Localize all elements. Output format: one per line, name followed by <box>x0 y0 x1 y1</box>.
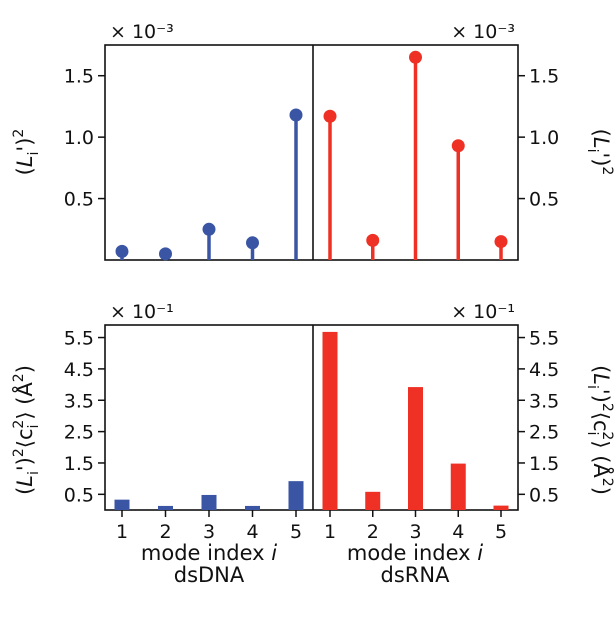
bottom-right-ytick-label-2: 2.5 <box>529 422 559 444</box>
chart-marks: 0.5 1.0 1.5 0.5 1.0 1.5 0.5 1.5 2.5 3.5 4.5 5.5 1 2 3 4… <box>64 50 559 543</box>
bottom-right-ytick-label-0: 0.5 <box>529 484 559 506</box>
top-left-ytick-label-2: 1.5 <box>64 66 94 88</box>
top-right-marker-5 <box>494 235 508 249</box>
bottom-right-bar-3 <box>408 387 423 510</box>
top-left-marker-4 <box>246 236 259 250</box>
bottom-left-bar-5 <box>288 481 304 510</box>
top-right-ytick-label-2: 1.5 <box>529 66 559 88</box>
bottom-left-bar-4 <box>245 505 260 510</box>
top-right-ylabel: (Li')2 <box>584 129 615 176</box>
bottom-left-ylabel: (Li')2⟨ci2⟩ (Å2) <box>11 365 42 495</box>
bottom-left-ytick-label-4: 4.5 <box>64 359 94 381</box>
svg-text:(Li')2⟨ci2⟩ (Å2): (Li')2⟨ci2⟩ (Å2) <box>11 365 42 495</box>
bottom-left-ytick-label-2: 2.5 <box>64 422 94 444</box>
bottom-frame <box>104 324 519 511</box>
bottom-left-ytick-label-1: 1.5 <box>64 453 94 475</box>
bottom-left-xtick-label-3: 3 <box>203 521 215 543</box>
right-group-label: dsRNA <box>381 563 451 587</box>
bottom-right-multiplier: × 10⁻¹ <box>451 301 515 323</box>
left-xlabel: mode index i <box>141 541 277 565</box>
left-group-label: dsDNA <box>174 563 245 587</box>
top-left-ytick-label-0: 0.5 <box>64 189 94 211</box>
bottom-right-ytick-label-5: 5.5 <box>529 328 559 350</box>
top-right-marker-1 <box>323 109 337 123</box>
bottom-left-xtick-label-2: 2 <box>159 521 171 543</box>
bottom-left-xtick-label-5: 5 <box>290 521 302 543</box>
bottom-left-xtick-label-4: 4 <box>246 521 258 543</box>
top-frame <box>104 44 519 261</box>
top-left-marker-3 <box>202 222 216 236</box>
bottom-right-xtick-label-5: 5 <box>495 521 507 543</box>
bottom-right-ylabel: (Li')2⟨ci2⟩ (Å2) <box>584 365 615 495</box>
top-left-marker-5 <box>289 108 303 122</box>
top-right-ytick-label-0: 0.5 <box>529 189 559 211</box>
bottom-left-multiplier: × 10⁻¹ <box>110 301 174 323</box>
bottom-left-bar-1 <box>114 499 130 510</box>
bottom-right-ytick-label-3: 3.5 <box>529 390 559 412</box>
svg-text:(Li')2: (Li')2 <box>11 129 42 176</box>
bottom-left-bar-2 <box>158 505 173 510</box>
bottom-right-ytick-label-4: 4.5 <box>529 359 559 381</box>
top-left-ylabel: (Li')2 <box>11 129 42 176</box>
right-xlabel: mode index i <box>347 541 483 565</box>
svg-text:(Li')2: (Li')2 <box>584 129 615 176</box>
bottom-right-xtick-label-3: 3 <box>409 521 421 543</box>
top-left-multiplier: × 10⁻³ <box>110 21 174 43</box>
bottom-right-ytick-label-1: 1.5 <box>529 453 559 475</box>
bottom-right-bar-1 <box>322 331 338 510</box>
bottom-right-bar-5 <box>493 505 509 510</box>
bottom-left-bar-3 <box>201 494 217 510</box>
bottom-left-xtick-label-1: 1 <box>116 521 128 543</box>
svg-text:(Li')2⟨ci2⟩ (Å2): (Li')2⟨ci2⟩ (Å2) <box>584 365 615 495</box>
bottom-right-xtick-label-4: 4 <box>452 521 464 543</box>
bottom-left-ytick-label-3: 3.5 <box>64 390 94 412</box>
bottom-right-xtick-label-1: 1 <box>324 521 336 543</box>
top-left-ytick-label-1: 1.0 <box>64 127 94 149</box>
top-left-marker-2 <box>159 247 172 261</box>
top-right-multiplier: × 10⁻³ <box>451 21 515 43</box>
bottom-left-ytick-label-5: 5.5 <box>64 328 94 350</box>
bottom-right-bar-2 <box>365 491 381 510</box>
top-right-marker-2 <box>366 233 380 247</box>
bottom-right-bar-4 <box>450 463 466 510</box>
top-right-marker-3 <box>409 50 422 64</box>
bottom-left-ytick-label-0: 0.5 <box>64 484 94 506</box>
top-right-marker-4 <box>451 139 465 153</box>
bottom-right-xtick-label-2: 2 <box>367 521 379 543</box>
top-left-marker-1 <box>115 244 129 258</box>
top-right-ytick-label-1: 1.0 <box>529 127 559 149</box>
